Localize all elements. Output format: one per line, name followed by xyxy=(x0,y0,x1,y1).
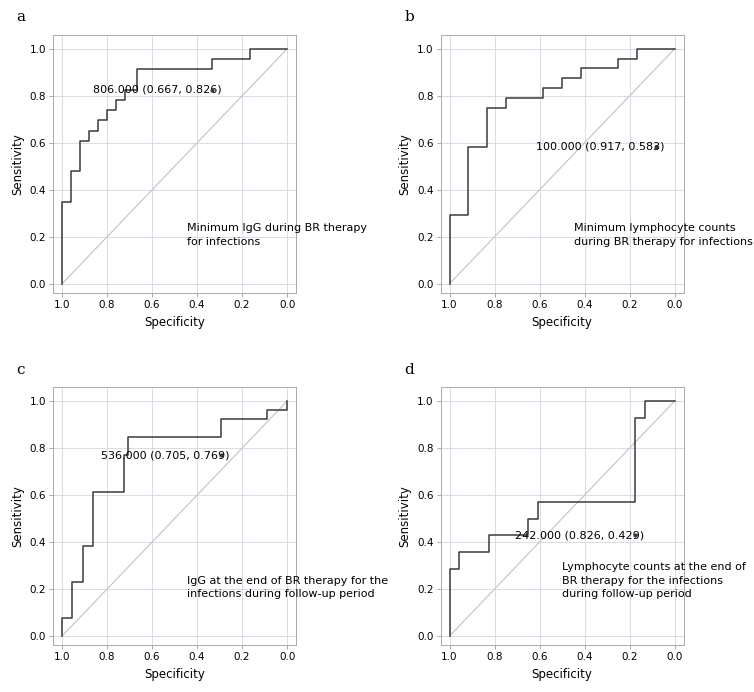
Text: 806.000 (0.667, 0.826): 806.000 (0.667, 0.826) xyxy=(93,84,221,95)
X-axis label: Specificity: Specificity xyxy=(144,668,205,681)
Text: c: c xyxy=(17,363,25,376)
Text: Minimum IgG during BR therapy
for infections: Minimum IgG during BR therapy for infect… xyxy=(187,224,366,246)
Text: b: b xyxy=(404,10,414,24)
X-axis label: Specificity: Specificity xyxy=(532,668,593,681)
Text: d: d xyxy=(404,363,414,376)
Text: Minimum lymphocyte counts
during BR therapy for infections: Minimum lymphocyte counts during BR ther… xyxy=(575,224,753,246)
Y-axis label: Sensitivity: Sensitivity xyxy=(399,133,412,195)
Y-axis label: Sensitivity: Sensitivity xyxy=(11,133,24,195)
Text: Lymphocyte counts at the end of
BR therapy for the infections
during follow-up p: Lymphocyte counts at the end of BR thera… xyxy=(562,563,746,599)
Text: a: a xyxy=(17,10,26,24)
Text: IgG at the end of BR therapy for the
infections during follow-up period: IgG at the end of BR therapy for the inf… xyxy=(187,576,388,599)
Y-axis label: Sensitivity: Sensitivity xyxy=(11,485,24,547)
Text: 242.000 (0.826, 0.429): 242.000 (0.826, 0.429) xyxy=(515,530,645,540)
X-axis label: Specificity: Specificity xyxy=(144,316,205,329)
Text: 536.000 (0.705, 0.769): 536.000 (0.705, 0.769) xyxy=(101,450,230,460)
Y-axis label: Sensitivity: Sensitivity xyxy=(399,485,412,547)
Text: 100.000 (0.917, 0.583): 100.000 (0.917, 0.583) xyxy=(536,142,665,152)
X-axis label: Specificity: Specificity xyxy=(532,316,593,329)
